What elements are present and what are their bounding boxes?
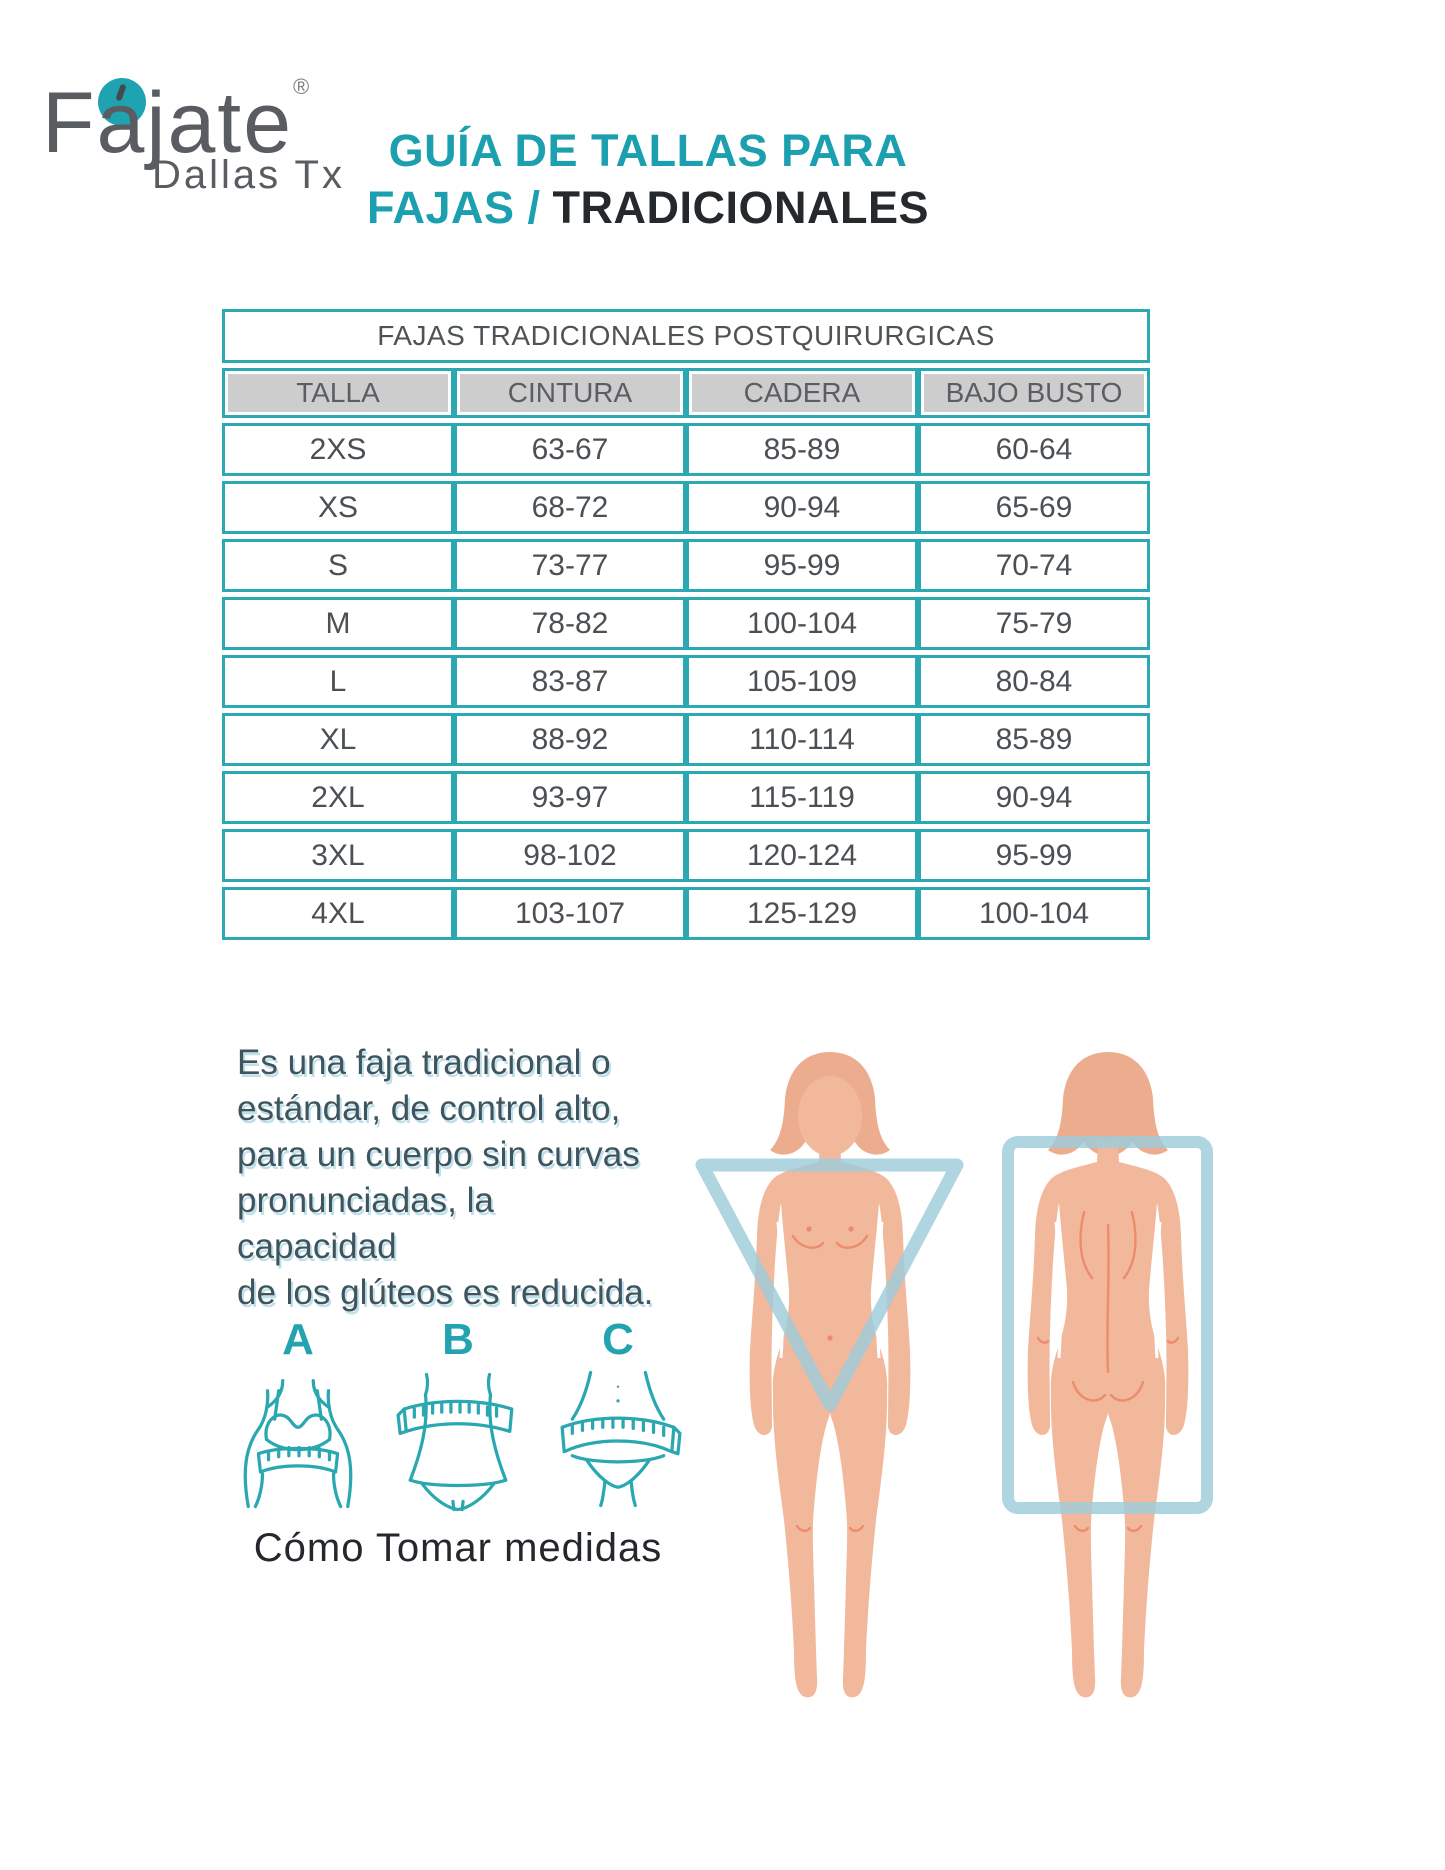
table-row: XL 88-92 110-114 85-89 (222, 713, 1150, 766)
hip-tape-icon (560, 1370, 682, 1508)
value-cell: 85-89 (686, 423, 918, 476)
value-cell: 78-82 (454, 597, 686, 650)
size-cell: XL (222, 713, 454, 766)
table-row: 4XL 103-107 125-129 100-104 (222, 887, 1150, 940)
measure-label-a: A (282, 1315, 314, 1364)
column-header-bajo-busto: BAJO BUSTO (918, 368, 1150, 418)
column-header-talla: TALLA (222, 368, 454, 418)
underbust-tape-icon (243, 1378, 353, 1509)
value-cell: 73-77 (454, 539, 686, 592)
value-cell: 95-99 (686, 539, 918, 592)
table-caption: FAJAS TRADICIONALES POSTQUIRURGICAS (222, 309, 1150, 363)
title-line1: GUÍA DE TALLAS PARA (388, 125, 908, 176)
value-cell: 90-94 (918, 771, 1150, 824)
table-row: L 83-87 105-109 80-84 (222, 655, 1150, 708)
value-cell: 68-72 (454, 481, 686, 534)
measure-guide: A (232, 1316, 684, 1571)
table-header-row: TALLA CINTURA CADERA BAJO BUSTO (222, 368, 1150, 418)
size-cell: M (222, 597, 454, 650)
value-cell: 110-114 (686, 713, 918, 766)
table-row: 3XL 98-102 120-124 95-99 (222, 829, 1150, 882)
value-cell: 88-92 (454, 713, 686, 766)
measure-caption: Cómo Tomar medidas (253, 1526, 663, 1570)
size-cell: 2XS (222, 423, 454, 476)
size-cell: 2XL (222, 771, 454, 824)
measure-step-c: C (552, 1316, 684, 1514)
logo-subtitle: Dallas Tx (152, 153, 345, 197)
brand-logo: Fajate® Dallas Tx (42, 74, 345, 198)
title-line2-accent: FAJAS / (366, 182, 541, 233)
value-cell: 80-84 (918, 655, 1150, 708)
value-cell: 83-87 (454, 655, 686, 708)
registered-mark: ® (293, 74, 310, 99)
value-cell: 100-104 (686, 597, 918, 650)
size-cell: 4XL (222, 887, 454, 940)
table-row: 2XS 63-67 85-89 60-64 (222, 423, 1150, 476)
size-cell: 3XL (222, 829, 454, 882)
value-cell: 65-69 (918, 481, 1150, 534)
value-cell: 90-94 (686, 481, 918, 534)
value-cell: 95-99 (918, 829, 1150, 882)
waist-tape-icon (396, 1372, 514, 1512)
value-cell: 103-107 (454, 887, 686, 940)
measure-step-a: A (232, 1316, 364, 1514)
measure-step-b: B (392, 1316, 524, 1514)
value-cell: 85-89 (918, 713, 1150, 766)
size-cell: XS (222, 481, 454, 534)
size-table: FAJAS TRADICIONALES POSTQUIRURGICAS TALL… (222, 304, 1150, 945)
logo-brand-text: Fajate (42, 75, 294, 171)
table-row: XS 68-72 90-94 65-69 (222, 481, 1150, 534)
value-cell: 93-97 (454, 771, 686, 824)
figure-back-rectangle (1002, 1052, 1213, 1698)
value-cell: 105-109 (686, 655, 918, 708)
table-caption-row: FAJAS TRADICIONALES POSTQUIRURGICAS (222, 309, 1150, 363)
table-row: S 73-77 95-99 70-74 (222, 539, 1150, 592)
description-text: Es una faja tradicional o estándar, de c… (237, 1043, 654, 1312)
logo-accent-dot-icon (98, 78, 146, 126)
value-cell: 100-104 (918, 887, 1150, 940)
value-cell: 125-129 (686, 887, 918, 940)
size-cell: S (222, 539, 454, 592)
value-cell: 98-102 (454, 829, 686, 882)
measure-label-b: B (442, 1315, 474, 1364)
value-cell: 120-124 (686, 829, 918, 882)
figure-front-triangle (695, 1052, 964, 1698)
column-header-cintura: CINTURA (454, 368, 686, 418)
size-cell: L (222, 655, 454, 708)
triangle-overlay (695, 1158, 964, 1412)
value-cell: 115-119 (686, 771, 918, 824)
rectangle-overlay (1002, 1136, 1213, 1514)
table-row: 2XL 93-97 115-119 90-94 (222, 771, 1150, 824)
value-cell: 75-79 (918, 597, 1150, 650)
column-header-cadera: CADERA (686, 368, 918, 418)
measure-label-c: C (602, 1315, 634, 1364)
page-title: GUÍA DE TALLAS PARA FAJAS / TRADICIONALES (348, 122, 948, 236)
title-line2-rest: TRADICIONALES (552, 182, 930, 233)
table-row: M 78-82 100-104 75-79 (222, 597, 1150, 650)
value-cell: 60-64 (918, 423, 1150, 476)
value-cell: 70-74 (918, 539, 1150, 592)
value-cell: 63-67 (454, 423, 686, 476)
